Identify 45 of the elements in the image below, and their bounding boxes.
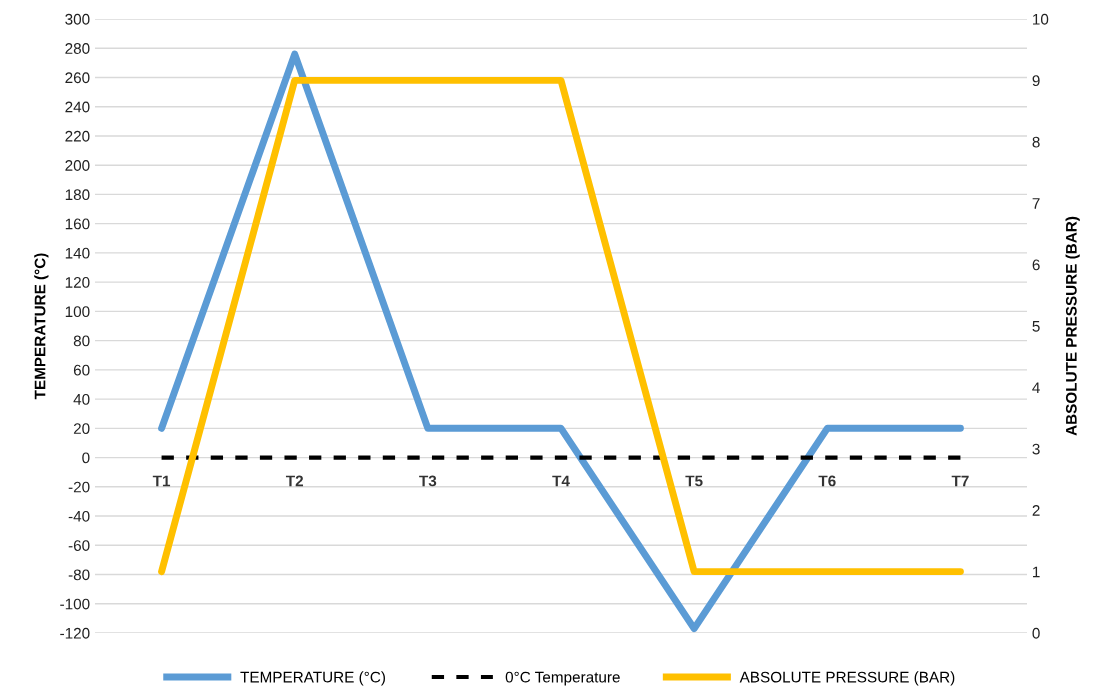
y-tick-label: -40 bbox=[68, 510, 90, 522]
y-tick-label: 80 bbox=[73, 335, 90, 347]
y-tick-label: 260 bbox=[65, 72, 90, 84]
y-tick-label: 140 bbox=[65, 247, 90, 259]
y-tick-label: 200 bbox=[65, 160, 90, 171]
y2-tick-label: 4 bbox=[1032, 382, 1040, 393]
legend-label: ABSOLUTE PRESSURE (BAR) bbox=[739, 671, 955, 686]
y-tick-label: 40 bbox=[73, 393, 90, 405]
x-tick-label: T5 bbox=[685, 475, 703, 487]
y2-tick-label: 1 bbox=[1033, 566, 1040, 578]
y-tick-label: 280 bbox=[65, 43, 90, 54]
y2-tick-label: 8 bbox=[1032, 136, 1040, 148]
y2-tick-label: 2 bbox=[1032, 505, 1040, 516]
y-tick-label: -60 bbox=[68, 540, 90, 551]
x-tick-label: T3 bbox=[419, 475, 437, 487]
y2-tick-label: 6 bbox=[1032, 259, 1040, 271]
y-tick-label: 180 bbox=[65, 189, 90, 201]
y-tick-label: 240 bbox=[65, 101, 90, 113]
y2-tick-label: 7 bbox=[1032, 198, 1040, 209]
y-tick-label: 300 bbox=[65, 13, 90, 25]
y-tick-label: -80 bbox=[68, 569, 90, 581]
legend-label: TEMPERATURE (°C) bbox=[240, 671, 385, 686]
y-tick-label: 220 bbox=[65, 130, 90, 142]
y-tick-label: 120 bbox=[65, 277, 90, 288]
legend-label: 0°C Temperature bbox=[505, 671, 620, 686]
y2-tick-label: 10 bbox=[1033, 13, 1049, 25]
y-tick-label: 0 bbox=[82, 452, 90, 464]
x-tick-label: T2 bbox=[285, 475, 304, 487]
y-tick-label: 100 bbox=[65, 306, 90, 318]
x-tick-label: T1 bbox=[152, 475, 171, 487]
y-tick-label: -100 bbox=[60, 598, 90, 610]
y2-tick-label: 5 bbox=[1032, 321, 1040, 332]
x-tick-label: T4 bbox=[552, 475, 570, 487]
y-tick-label: -120 bbox=[60, 627, 90, 639]
y-tick-label: 60 bbox=[73, 364, 90, 376]
y-axis-title: TEMPERATURE (°C) bbox=[34, 253, 49, 400]
y2-tick-label: 3 bbox=[1032, 443, 1040, 455]
y-tick-label: 160 bbox=[65, 218, 90, 230]
x-tick-label: T6 bbox=[818, 475, 836, 487]
x-tick-label: T7 bbox=[951, 475, 969, 487]
y2-tick-label: 9 bbox=[1032, 75, 1040, 87]
y-tick-label: -20 bbox=[68, 481, 90, 493]
y-tick-label: 20 bbox=[73, 423, 90, 435]
y2-tick-label: 0 bbox=[1032, 627, 1040, 639]
y2-axis-title: ABSOLUTE PRESSURE (BAR) bbox=[1065, 216, 1080, 436]
